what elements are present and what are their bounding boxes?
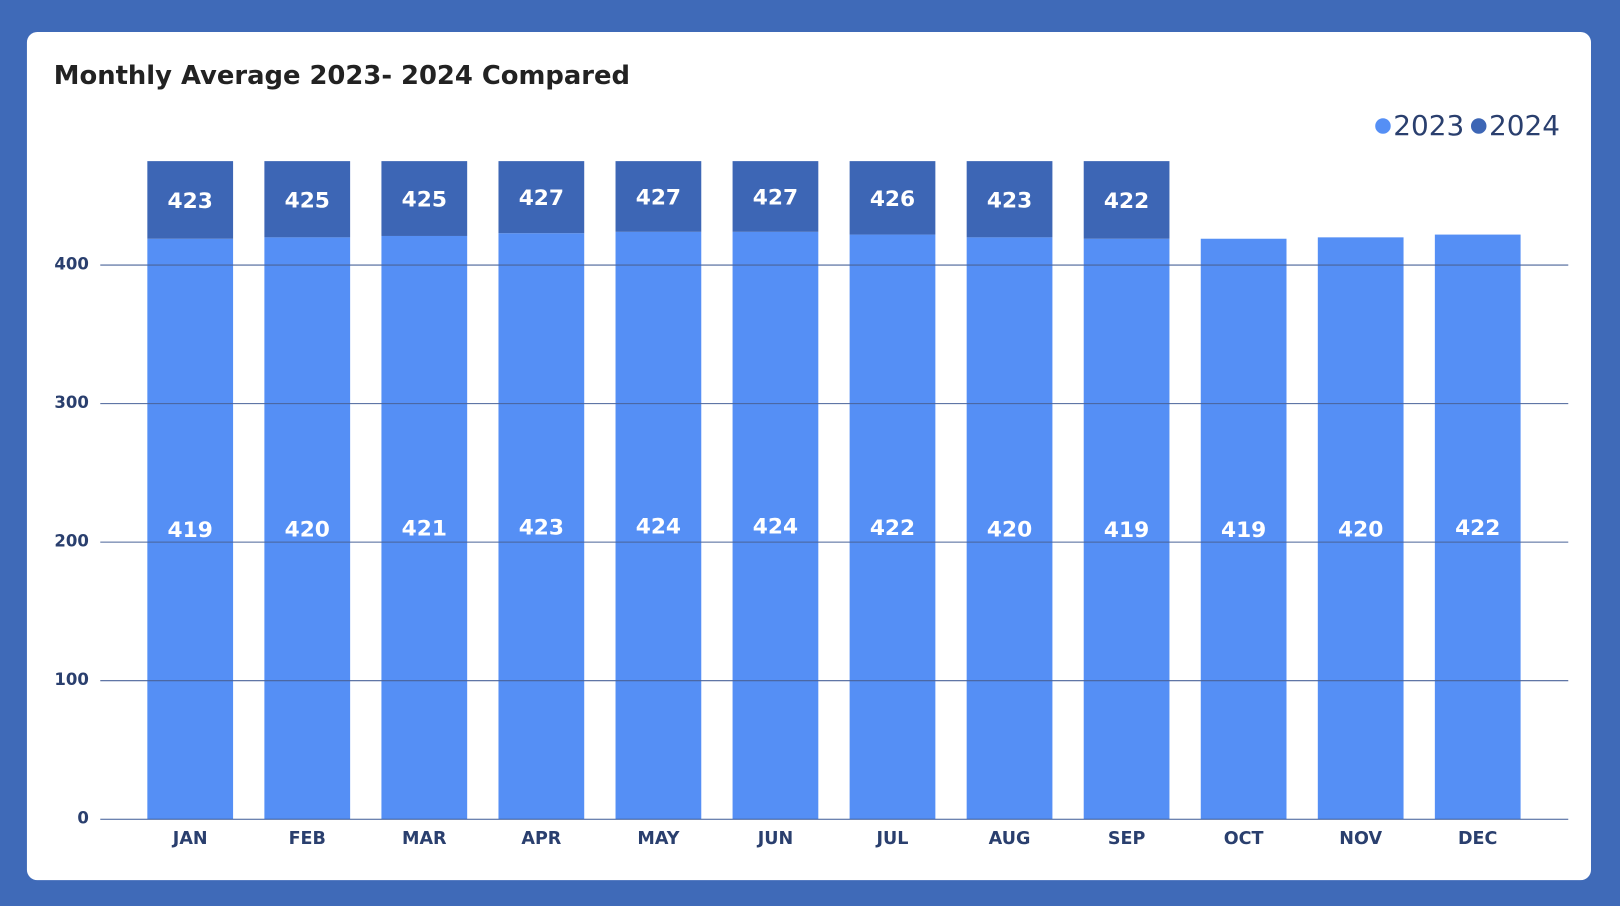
x-tick-label: DEC: [1458, 829, 1497, 849]
bar-segment: [147, 161, 234, 239]
x-tick-label: NOV: [1339, 829, 1382, 849]
data-label: 422: [870, 516, 915, 541]
x-tick-label: MAR: [402, 829, 447, 849]
bar-segment: [498, 233, 585, 820]
bar-segment: [732, 231, 819, 820]
bar-segment: [966, 161, 1053, 238]
chart-title: Monthly Average 2023- 2024 Compared: [54, 61, 630, 91]
bar-segment: [615, 231, 702, 820]
x-tick-label: OCT: [1224, 829, 1264, 849]
x-tick-label: MAY: [637, 829, 679, 849]
data-label: 425: [285, 188, 330, 213]
bar-segment: [381, 235, 468, 820]
plot-area: [147, 161, 1521, 820]
legend-label: 2023: [1393, 109, 1464, 142]
bar-segment: [732, 161, 819, 232]
bar-segment: [498, 161, 585, 234]
data-label: 421: [402, 517, 447, 542]
legend-swatch: [1375, 118, 1391, 134]
x-tick-label: JUL: [876, 829, 909, 849]
bar-segment: [1083, 238, 1170, 820]
data-label: 424: [636, 515, 681, 540]
y-tick-label: 0: [77, 809, 89, 828]
data-label: 423: [168, 189, 213, 214]
y-tick-label: 400: [54, 255, 88, 274]
y-tick-label: 200: [54, 532, 88, 551]
bars: [147, 161, 1521, 820]
legend-swatch: [1470, 118, 1487, 134]
x-tick-label: APR: [521, 829, 561, 849]
bar-segment: [966, 237, 1053, 820]
bar-segment: [264, 237, 351, 820]
data-label: 425: [402, 188, 447, 213]
bar-segment: [264, 161, 351, 238]
bar-segment: [615, 161, 702, 232]
data-label: 427: [636, 186, 681, 211]
data-label: 427: [519, 186, 564, 211]
data-label: 420: [285, 517, 330, 542]
bar-segment: [1434, 234, 1521, 820]
x-tick-label: AUG: [989, 829, 1031, 849]
data-label: 423: [519, 515, 564, 540]
data-label: 423: [987, 188, 1032, 213]
x-tick-label: SEP: [1108, 829, 1146, 849]
bar-segment: [849, 234, 936, 820]
data-label: 426: [870, 187, 915, 212]
data-label: 419: [1221, 518, 1266, 543]
x-tick-label: JAN: [172, 829, 208, 849]
data-label: 419: [168, 518, 213, 543]
bar-segment: [849, 161, 936, 235]
legend-label: 2024: [1489, 109, 1560, 142]
data-label: 427: [753, 186, 798, 211]
grid: [100, 264, 1569, 820]
bar-segment: [1083, 161, 1170, 239]
data-label: 420: [1338, 517, 1383, 542]
bar-segment: [1200, 238, 1287, 820]
data-label: 422: [1455, 516, 1500, 541]
bar-segment: [381, 161, 468, 236]
data-label: 422: [1104, 189, 1149, 214]
x-tick-label: JUN: [757, 829, 793, 849]
y-tick-label: 300: [54, 393, 88, 412]
data-label: 420: [987, 517, 1032, 542]
data-label: 419: [1104, 518, 1149, 543]
data-label: 424: [753, 515, 798, 540]
y-tick-label: 100: [54, 670, 88, 689]
bar-segment: [1317, 237, 1404, 820]
x-tick-label: FEB: [289, 829, 326, 849]
bar-segment: [147, 238, 234, 820]
